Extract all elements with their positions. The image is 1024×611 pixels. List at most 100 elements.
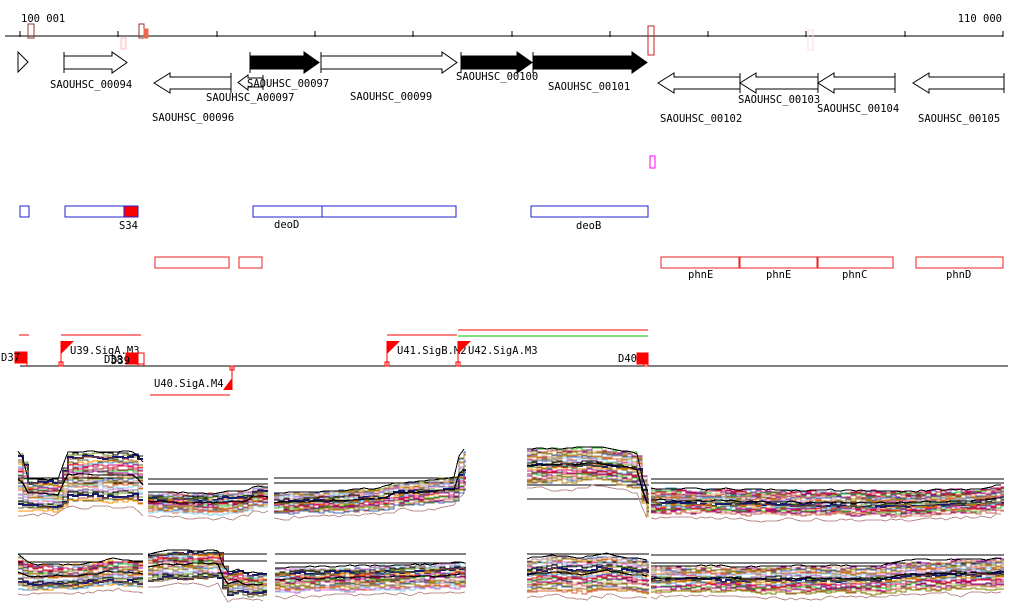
expression-trace-median [526,462,648,504]
expression-trace [148,558,267,583]
expression-trace-outlier [17,587,144,596]
variant-bar[interactable] [143,28,149,39]
gene-arrow-SAOUHSC_00101[interactable] [532,51,648,74]
operon-label-phnD: phnD [946,269,971,281]
signal-base-mark [229,365,235,371]
expression-trace-top [526,552,648,561]
variant-bar[interactable] [647,25,655,56]
expression-trace [274,451,466,497]
expression-trace-median [651,497,1001,504]
gene-label-SAOUHSC_00099: SAOUHSC_00099 [350,91,432,103]
gene-arrow-SAOUHSC_00094[interactable] [63,51,128,74]
blue-feature-track: S34 deoD deoB [19,205,649,232]
gene-arrow-stub[interactable] [17,50,29,74]
expression-trace-outlier [148,510,269,521]
feature-label-deoB: deoB [576,220,601,232]
promoter-flag-U42.SigA.M3[interactable] [458,341,471,354]
terminator-label-D38: D38 [104,354,123,366]
profile-panel-upper-4 [650,478,1004,523]
gene-label-SAOUHSC_00102: SAOUHSC_00102 [660,113,742,125]
gene-label-SAOUHSC_00103: SAOUHSC_00103 [738,94,820,106]
ruler-end-label: 110 000 [958,13,1002,25]
gene-label-SAOUHSC_00097: SAOUHSC_00097 [247,78,329,90]
terminator-mark-D39[interactable] [137,352,145,365]
feature-box-blue[interactable] [19,205,30,218]
signal-base-mark [643,361,649,367]
signal-base-mark [384,361,390,367]
profile-panel-lower-3 [526,552,649,601]
expression-trace-outlier [148,582,264,603]
profile-panel-upper-1 [147,478,269,521]
gene-arrow-SAOUHSC_00097[interactable] [249,51,320,74]
expression-trace-outlier [526,593,648,601]
expression-trace [651,487,1004,497]
expression-trace [651,509,1004,518]
expression-trace [274,489,466,515]
variant-bar[interactable] [120,37,127,50]
gene-arrow-SAOUHSC_00099[interactable] [320,51,458,74]
expression-trace [651,508,1004,517]
promoter-label-U39.SigA.M3: U39.SigA.M3 [70,345,140,357]
expression-trace-top [274,448,465,494]
operon-box-phnE[interactable] [739,256,818,269]
promoter-label-U41.SigB.M2: U41.SigB.M2 [397,345,467,357]
expression-trace-median [147,495,269,504]
gene-label-SAOUHSC_00104: SAOUHSC_00104 [817,103,899,115]
operon-box-phnC[interactable] [817,256,894,269]
expression-trace [275,580,466,587]
expression-trace-median [147,562,264,586]
expression-trace [651,491,1004,501]
expression-trace [527,556,649,565]
gene-arrow-SAOUHSC_00096[interactable] [153,72,232,94]
operon-box-phnD[interactable] [915,256,1004,269]
expression-trace [651,505,1004,515]
profile-panel-lower-4 [650,554,1004,601]
profile-panel-lower-1 [147,549,267,603]
promoter-flag-U39.SigA.M3[interactable] [61,341,74,354]
expression-trace [274,483,466,513]
expression-trace-outlier [274,591,466,600]
expression-trace [18,463,143,491]
expression-trace [148,493,268,504]
gene-arrow-SAOUHSC_00102[interactable] [657,72,741,94]
operon-box-unlabeled[interactable] [154,256,230,269]
expression-trace [527,582,649,590]
operon-box-unlabeled[interactable] [238,256,263,269]
expression-trace [527,468,649,509]
magenta-feature-bar[interactable] [649,155,656,169]
gene-label-SAOUHSC_00101: SAOUHSC_00101 [548,81,630,93]
feature-box-red-segment [123,205,139,218]
expression-trace-top [17,450,144,481]
profile-panel-lower-2 [274,553,466,600]
terminator-label-D37: D37 [1,352,20,364]
expression-trace-median [17,570,144,578]
expression-trace [18,469,143,493]
expression-trace [527,477,649,515]
expression-trace [527,467,649,508]
variant-bar[interactable] [807,29,814,51]
gene-arrow-SAOUHSC_A00097[interactable] [237,74,264,91]
gene-arrow-SAOUHSC_00103[interactable] [739,72,819,94]
gene-arrow-SAOUHSC_00105[interactable] [912,72,1005,94]
expression-trace-outlier [527,484,648,519]
expression-trace [148,490,268,500]
expression-trace [527,582,649,587]
promoter-flag-U40.SigA.M4[interactable] [223,378,232,390]
signal-base-mark [58,361,64,367]
variant-bar[interactable] [27,23,35,39]
feature-box-deoD[interactable] [252,205,457,218]
profile-panel-upper-2 [273,448,466,521]
coordinate-ruler: 100 001 110 000 [5,13,1004,56]
promoter-flag-U41.SigB.M2[interactable] [387,341,400,354]
gene-arrow-SAOUHSC_00104[interactable] [817,72,896,94]
feature-box-deoB[interactable] [530,205,649,218]
signal-track: U39.SigA.M3 U41.SigB.M2 U42.SigA.M3 U40.Sig… [1,329,1008,396]
gene-arrow-SAOUHSC_00100[interactable] [460,51,533,74]
ruler-start-label: 100 001 [21,13,65,25]
expression-trace [527,452,649,496]
gene-label-SAOUHSC_00105: SAOUHSC_00105 [918,113,1000,125]
operon-box-phnE[interactable] [660,256,740,269]
